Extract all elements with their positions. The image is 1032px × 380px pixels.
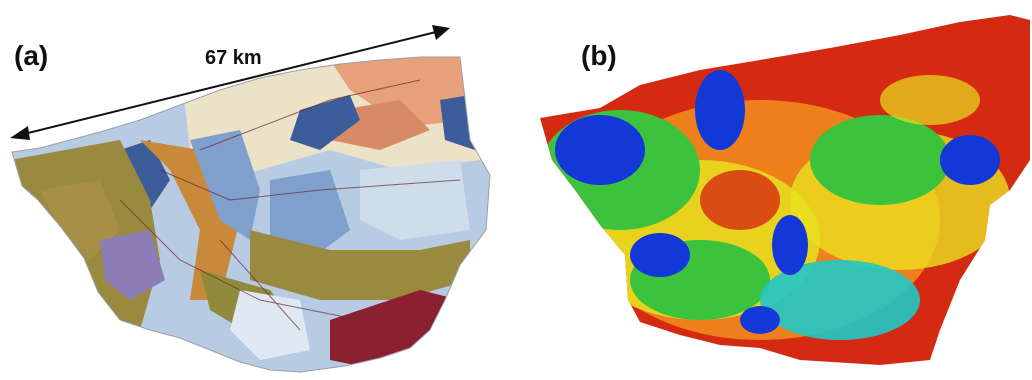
panel-label-a: (a) (14, 40, 49, 71)
panel-label-b: (b) (581, 40, 617, 71)
geological-map (10, 25, 491, 373)
scale-arrow (10, 25, 450, 140)
scale-bar-label: 67 km (205, 47, 262, 69)
